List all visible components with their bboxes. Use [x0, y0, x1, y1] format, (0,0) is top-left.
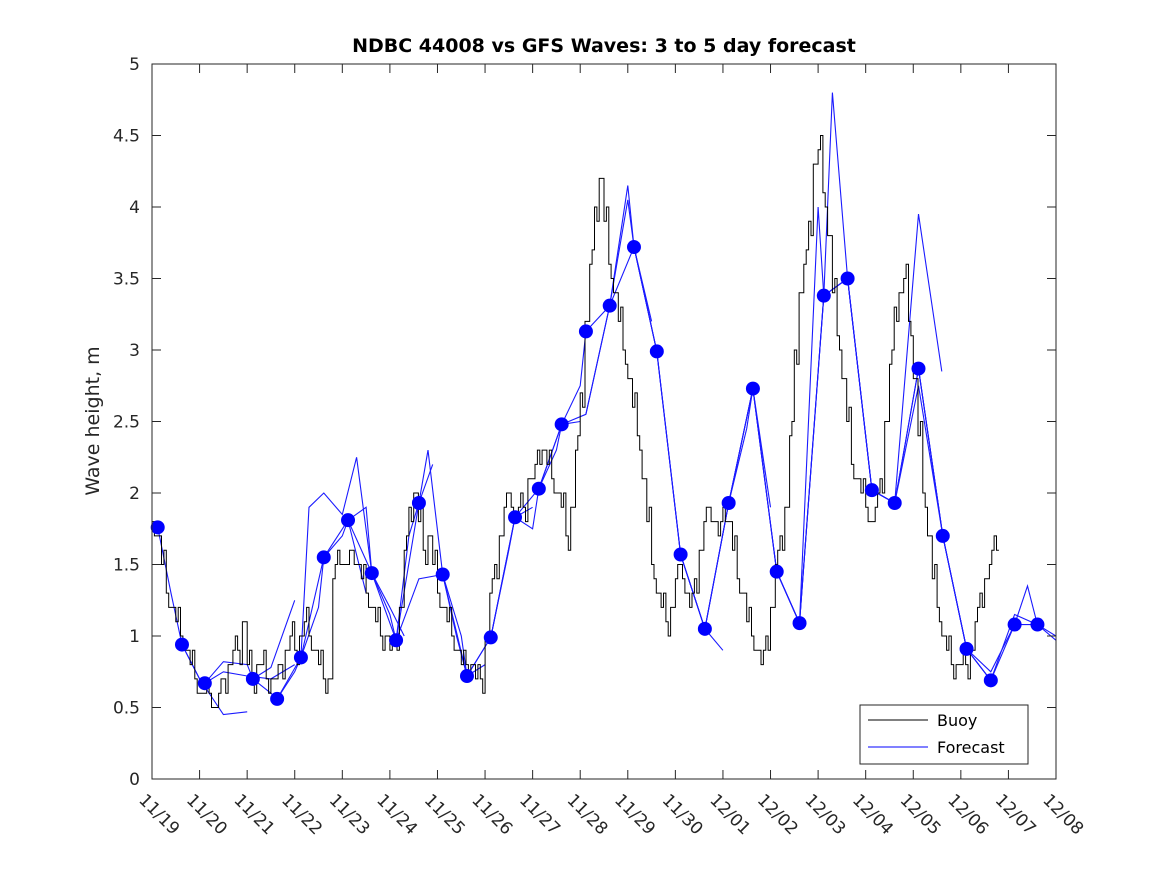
y-tick-label: 2.5	[113, 413, 140, 433]
x-tick-label: 11/21	[230, 790, 279, 839]
forecast-marker	[270, 691, 285, 706]
forecast-marker	[792, 616, 807, 631]
y-tick-label: 1.5	[113, 556, 140, 576]
forecast-run-line	[442, 420, 581, 678]
forecast-marker	[602, 298, 617, 313]
forecast-marker	[341, 513, 356, 528]
forecast-run-line	[633, 206, 825, 630]
forecast-marker	[864, 483, 879, 498]
forecast-marker	[411, 496, 426, 511]
x-tick-label: 11/26	[468, 790, 517, 839]
forecast-marker	[508, 510, 523, 525]
forecast-marker	[626, 240, 641, 255]
forecast-marker	[435, 567, 450, 582]
forecast-marker	[1007, 617, 1022, 632]
x-tick-label: 11/23	[325, 790, 374, 839]
forecast-marker	[887, 496, 902, 511]
x-tick-label: 12/01	[705, 790, 754, 839]
x-tick-label: 12/04	[848, 790, 897, 839]
forecast-marker	[697, 621, 712, 636]
x-tick-label: 11/20	[182, 790, 231, 839]
forecast-run-line	[490, 185, 653, 638]
forecast-marker	[840, 271, 855, 286]
x-tick-label: 11/28	[563, 790, 612, 839]
forecast-run-line	[276, 457, 405, 700]
forecast-marker	[459, 669, 474, 684]
forecast-marker	[389, 633, 404, 648]
x-tick-label: 12/05	[896, 790, 945, 839]
forecast-marker	[959, 641, 974, 656]
forecast-marker	[935, 528, 950, 543]
forecast-marker	[316, 550, 331, 565]
y-tick-label: 2	[129, 484, 140, 504]
x-tick-label: 12/03	[801, 790, 850, 839]
x-tick-label: 11/19	[134, 790, 183, 839]
forecast-marker	[531, 481, 546, 496]
forecast-marker	[197, 676, 212, 691]
forecast-marker	[745, 381, 760, 396]
forecast-marker	[483, 630, 498, 645]
forecast-marker	[721, 496, 736, 511]
x-tick-label: 11/25	[420, 790, 469, 839]
forecast-marker	[245, 671, 260, 686]
y-tick-label: 5	[129, 55, 140, 75]
forecast-marker	[911, 361, 926, 376]
forecast-run-line	[204, 600, 296, 684]
forecast-marker	[578, 324, 593, 339]
y-tick-label: 3.5	[113, 270, 140, 290]
forecast-marker	[649, 344, 664, 359]
y-tick-label: 4.5	[113, 127, 140, 147]
legend-buoy-label: Buoy	[937, 711, 977, 730]
y-tick-label: 0.5	[113, 699, 140, 719]
buoy-line	[152, 135, 999, 708]
forecast-marker	[673, 547, 688, 562]
x-tick-label: 11/29	[610, 790, 659, 839]
forecast-run-line	[776, 277, 992, 681]
forecast-marker	[816, 288, 831, 303]
legend: Buoy Forecast	[859, 704, 1029, 765]
x-tick-label: 12/02	[753, 790, 802, 839]
forecast-marker	[554, 417, 569, 432]
forecast-run-line	[823, 277, 1038, 682]
legend-forecast-label: Forecast	[937, 738, 1005, 757]
x-tick-label: 11/24	[372, 790, 421, 839]
forecast-marker	[769, 564, 784, 579]
forecast-marker	[293, 650, 308, 665]
forecast-marker	[1030, 617, 1045, 632]
y-tick-label: 3	[129, 341, 140, 361]
x-tick-label: 11/22	[277, 790, 326, 839]
x-tick-label: 11/30	[658, 790, 707, 839]
forecast-marker	[150, 520, 165, 535]
y-tick-label: 1	[129, 627, 140, 647]
forecast-marker	[364, 566, 379, 581]
x-tick-label: 11/27	[515, 790, 564, 839]
forecast-run-line	[680, 92, 873, 630]
chart-title: NDBC 44008 vs GFS Waves: 3 to 5 day fore…	[352, 35, 856, 57]
x-tick-label: 12/08	[1038, 790, 1087, 839]
x-tick-label: 12/07	[991, 790, 1040, 839]
x-tick-label: 12/06	[943, 790, 992, 839]
forecast-marker	[983, 673, 998, 688]
forecast-run-line	[347, 450, 486, 677]
y-tick-label: 0	[129, 770, 140, 790]
forecast-marker	[174, 637, 189, 652]
y-axis-label: Wave height, m	[82, 346, 104, 495]
y-tick-label: 4	[129, 198, 140, 218]
legend-box	[859, 704, 1029, 765]
